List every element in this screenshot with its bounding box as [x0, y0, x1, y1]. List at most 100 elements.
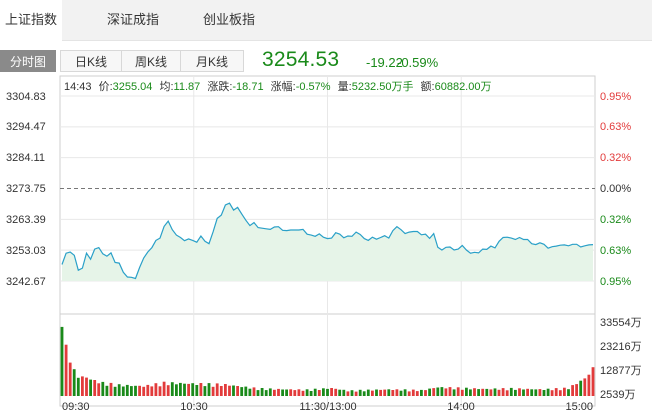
price-tick: 3263.39 — [6, 214, 46, 226]
volume-bar — [277, 388, 280, 396]
info-amt: 60882.00万 — [435, 81, 492, 93]
volume-bar — [138, 385, 141, 396]
volume-bars — [60, 326, 595, 396]
volume-bar — [72, 369, 76, 396]
percent-tick: 0.95% — [600, 91, 631, 103]
volume-bar — [203, 386, 207, 396]
volume-bar — [326, 388, 329, 396]
volume-bar — [473, 388, 476, 396]
volume-bar — [162, 381, 166, 396]
time-tick: 14:00 — [447, 401, 475, 413]
volume-bar — [64, 344, 68, 396]
volume-bar — [113, 386, 117, 396]
volume-bar — [117, 384, 121, 396]
current-price: 3254.53 — [262, 48, 340, 71]
volume-bar — [518, 388, 521, 396]
volume-bar — [579, 380, 583, 396]
volume-bar — [350, 390, 354, 396]
volume-bar — [407, 391, 411, 396]
volume-bar — [281, 389, 284, 396]
volume-bar — [211, 386, 215, 396]
volume-bar — [493, 388, 497, 396]
volume-bar — [60, 326, 64, 396]
volume-bar — [175, 384, 178, 396]
info-vol: 5232.50万手 — [352, 79, 414, 93]
volume-bar — [244, 386, 248, 396]
volume-bar — [158, 386, 162, 396]
tab-shenzhen-index[interactable]: 深证成指 — [106, 12, 159, 27]
price-change-percent: -0.59% — [397, 55, 439, 70]
volume-bar — [354, 391, 358, 396]
volume-bar — [260, 388, 264, 396]
price-tick: 3294.47 — [6, 121, 46, 133]
percent-tick: 0.63% — [600, 245, 631, 257]
volume-bar — [97, 383, 101, 396]
volume-bar — [583, 378, 587, 396]
info-amp: -0.57% — [296, 81, 331, 93]
volume-bar — [358, 389, 362, 396]
volume-bar — [81, 376, 84, 396]
volume-bar — [105, 385, 109, 396]
tab-chinext-index[interactable]: 创业板指 — [202, 12, 255, 27]
volume-bar — [297, 389, 301, 396]
volume-bar — [567, 389, 570, 396]
volume-bar — [130, 386, 133, 396]
volume-bar — [236, 386, 239, 396]
volume-bar — [424, 390, 427, 396]
volume-bar — [456, 387, 460, 396]
percent-tick: 0.63% — [600, 121, 631, 133]
volume-bar — [134, 385, 137, 396]
volume-bar — [501, 388, 505, 396]
price-tick: 3284.11 — [6, 152, 45, 164]
volume-bar — [575, 384, 578, 396]
tab-shanghai-index[interactable]: 上证指数 — [0, 0, 62, 41]
volume-bar — [170, 382, 174, 396]
volume-bar — [489, 389, 493, 396]
volume-bar — [383, 389, 387, 396]
volume-bar — [289, 389, 293, 396]
volume-bar — [554, 388, 558, 396]
volume-bar — [522, 389, 525, 396]
volume-bar — [338, 389, 342, 396]
volume-bar — [195, 385, 199, 396]
volume-bar — [526, 388, 529, 396]
volume-bar — [313, 388, 317, 396]
tab-monthly-k[interactable]: 月K线 — [180, 50, 244, 72]
volume-bar — [420, 389, 423, 396]
volume-bar — [166, 385, 170, 396]
volume-bar — [179, 382, 182, 396]
volume-bar — [452, 389, 456, 396]
volume-bar — [481, 388, 485, 396]
volume-bar — [399, 390, 403, 396]
volume-bar — [362, 391, 366, 396]
price-line-group — [61, 202, 594, 280]
tab-intraday[interactable]: 分时图 — [0, 50, 56, 72]
volume-bar — [440, 387, 444, 396]
volume-bar — [256, 390, 260, 396]
volume-bar — [444, 388, 448, 396]
info-price: 3255.04 — [113, 81, 153, 93]
info-avg-label: 均: — [159, 80, 173, 93]
volume-bar — [485, 388, 489, 396]
volume-bar — [530, 389, 534, 396]
volume-bar — [68, 362, 72, 396]
volume-bar — [465, 387, 468, 396]
info-price-label: 价: — [99, 80, 113, 93]
volume-bar — [375, 389, 378, 396]
volume-bar — [391, 390, 395, 396]
volume-bar — [232, 385, 235, 396]
volume-bar — [142, 386, 146, 396]
volume-bar — [89, 379, 92, 396]
time-tick: 10:30 — [180, 401, 208, 413]
volume-bar — [109, 382, 113, 396]
percent-tick: 0.95% — [600, 276, 631, 288]
volume-bar — [346, 391, 350, 396]
volume-bar — [317, 390, 321, 396]
volume-bar — [273, 389, 276, 396]
price-tick: 3253.03 — [6, 245, 46, 257]
volume-bar — [305, 389, 309, 396]
volume-bar — [514, 389, 517, 396]
volume-bar — [252, 387, 256, 396]
volume-bar — [591, 367, 595, 396]
